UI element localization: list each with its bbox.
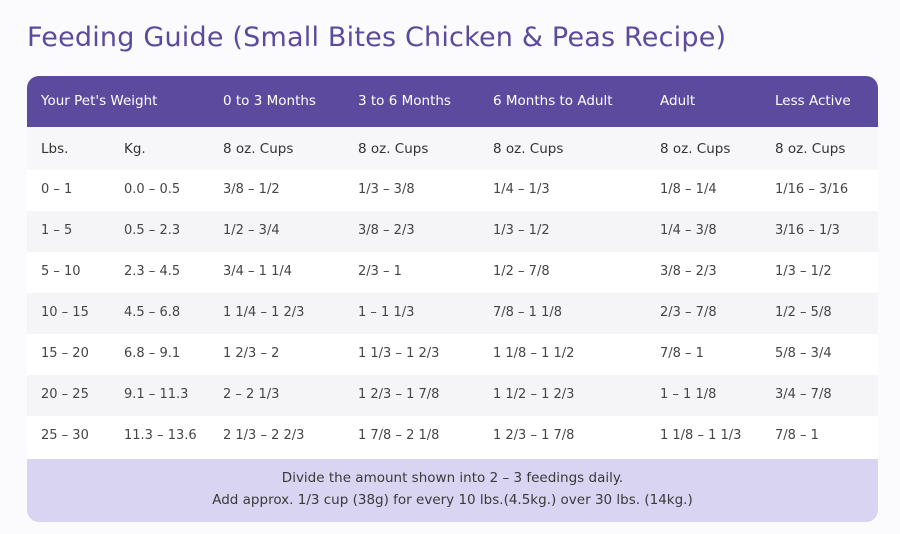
cell-lbs: 20 – 25 xyxy=(41,387,89,402)
cell-3-6-months: 1/3 – 3/8 xyxy=(358,182,415,197)
cell-6-months-adult: 1 2/3 – 1 7/8 xyxy=(493,428,575,443)
header-less-active: Less Active xyxy=(775,93,851,109)
unit-kg: Kg. xyxy=(124,141,146,157)
cell-less-active: 5/8 – 3/4 xyxy=(775,346,832,361)
cell-6-months-adult: 1/4 – 1/3 xyxy=(493,182,550,197)
cell-less-active: 3/16 – 1/3 xyxy=(775,223,840,238)
cell-lbs: 1 – 5 xyxy=(41,223,73,238)
cell-6-months-adult: 1/3 – 1/2 xyxy=(493,223,550,238)
cell-3-6-months: 3/8 – 2/3 xyxy=(358,223,415,238)
table-row: 15 – 20 6.8 – 9.1 1 2/3 – 2 1 1/3 – 1 2/… xyxy=(27,334,878,375)
header-6-months-adult: 6 Months to Adult xyxy=(493,93,613,109)
header-weight: Your Pet's Weight xyxy=(41,93,158,109)
cell-less-active: 1/2 – 5/8 xyxy=(775,305,832,320)
cell-6-months-adult: 7/8 – 1 1/8 xyxy=(493,305,563,320)
cell-adult: 2/3 – 7/8 xyxy=(660,305,717,320)
cell-adult: 1 – 1 1/8 xyxy=(660,387,717,402)
unit-lbs: Lbs. xyxy=(41,141,69,157)
cell-3-6-months: 1 – 1 1/3 xyxy=(358,305,415,320)
unit-cups: 8 oz. Cups xyxy=(660,141,731,157)
table-row: 25 – 30 11.3 – 13.6 2 1/3 – 2 2/3 1 7/8 … xyxy=(27,416,878,459)
cell-kg: 4.5 – 6.8 xyxy=(124,305,181,320)
cell-3-6-months: 1 2/3 – 1 7/8 xyxy=(358,387,440,402)
cell-3-6-months: 1 1/3 – 1 2/3 xyxy=(358,346,440,361)
cell-3-6-months: 2/3 – 1 xyxy=(358,264,402,279)
table-row: 10 – 15 4.5 – 6.8 1 1/4 – 1 2/3 1 – 1 1/… xyxy=(27,293,878,334)
cell-kg: 0.0 – 0.5 xyxy=(124,182,181,197)
cell-3-6-months: 1 7/8 – 2 1/8 xyxy=(358,428,440,443)
cell-less-active: 1/16 – 3/16 xyxy=(775,182,849,197)
unit-cups: 8 oz. Cups xyxy=(493,141,564,157)
cell-0-3-months: 1 2/3 – 2 xyxy=(223,346,280,361)
cell-lbs: 25 – 30 xyxy=(41,428,89,443)
cell-adult: 1/8 – 1/4 xyxy=(660,182,717,197)
table-row: 5 – 10 2.3 – 4.5 3/4 – 1 1/4 2/3 – 1 1/2… xyxy=(27,252,878,293)
cell-0-3-months: 1 1/4 – 1 2/3 xyxy=(223,305,305,320)
unit-cups: 8 oz. Cups xyxy=(358,141,429,157)
cell-adult: 7/8 – 1 xyxy=(660,346,704,361)
cell-0-3-months: 3/8 – 1/2 xyxy=(223,182,280,197)
cell-0-3-months: 2 1/3 – 2 2/3 xyxy=(223,428,305,443)
cell-adult: 3/8 – 2/3 xyxy=(660,264,717,279)
cell-kg: 11.3 – 13.6 xyxy=(124,428,197,443)
cell-adult: 1/4 – 3/8 xyxy=(660,223,717,238)
cell-kg: 0.5 – 2.3 xyxy=(124,223,181,238)
cell-0-3-months: 3/4 – 1 1/4 xyxy=(223,264,293,279)
cell-kg: 2.3 – 4.5 xyxy=(124,264,181,279)
cell-kg: 9.1 – 11.3 xyxy=(124,387,189,402)
table-footer-note: Divide the amount shown into 2 – 3 feedi… xyxy=(27,459,878,522)
table-row: 1 – 5 0.5 – 2.3 1/2 – 3/4 3/8 – 2/3 1/3 … xyxy=(27,211,878,252)
table-row: 20 – 25 9.1 – 11.3 2 – 2 1/3 1 2/3 – 1 7… xyxy=(27,375,878,416)
unit-cups: 8 oz. Cups xyxy=(775,141,846,157)
page-title: Feeding Guide (Small Bites Chicken & Pea… xyxy=(27,22,727,53)
feeding-table: Your Pet's Weight 0 to 3 Months 3 to 6 M… xyxy=(27,76,878,522)
footer-line-extra: Add approx. 1/3 cup (38g) for every 10 l… xyxy=(212,492,693,508)
cell-lbs: 15 – 20 xyxy=(41,346,89,361)
cell-6-months-adult: 1/2 – 7/8 xyxy=(493,264,550,279)
footer-line-feedings: Divide the amount shown into 2 – 3 feedi… xyxy=(281,470,624,486)
unit-cups: 8 oz. Cups xyxy=(223,141,294,157)
cell-lbs: 10 – 15 xyxy=(41,305,89,320)
cell-adult: 1 1/8 – 1 1/3 xyxy=(660,428,742,443)
cell-6-months-adult: 1 1/8 – 1 1/2 xyxy=(493,346,575,361)
cell-less-active: 1/3 – 1/2 xyxy=(775,264,832,279)
cell-6-months-adult: 1 1/2 – 1 2/3 xyxy=(493,387,575,402)
cell-lbs: 5 – 10 xyxy=(41,264,81,279)
cell-0-3-months: 1/2 – 3/4 xyxy=(223,223,280,238)
table-header-row: Your Pet's Weight 0 to 3 Months 3 to 6 M… xyxy=(27,76,878,127)
cell-less-active: 7/8 – 1 xyxy=(775,428,819,443)
cell-less-active: 3/4 – 7/8 xyxy=(775,387,832,402)
table-row: 0 – 1 0.0 – 0.5 3/8 – 1/2 1/3 – 3/8 1/4 … xyxy=(27,170,878,211)
cell-0-3-months: 2 – 2 1/3 xyxy=(223,387,280,402)
units-row: Lbs. Kg. 8 oz. Cups 8 oz. Cups 8 oz. Cup… xyxy=(27,127,878,170)
cell-lbs: 0 – 1 xyxy=(41,182,73,197)
header-adult: Adult xyxy=(660,93,696,109)
header-3-6-months: 3 to 6 Months xyxy=(358,93,451,109)
header-0-3-months: 0 to 3 Months xyxy=(223,93,316,109)
cell-kg: 6.8 – 9.1 xyxy=(124,346,181,361)
